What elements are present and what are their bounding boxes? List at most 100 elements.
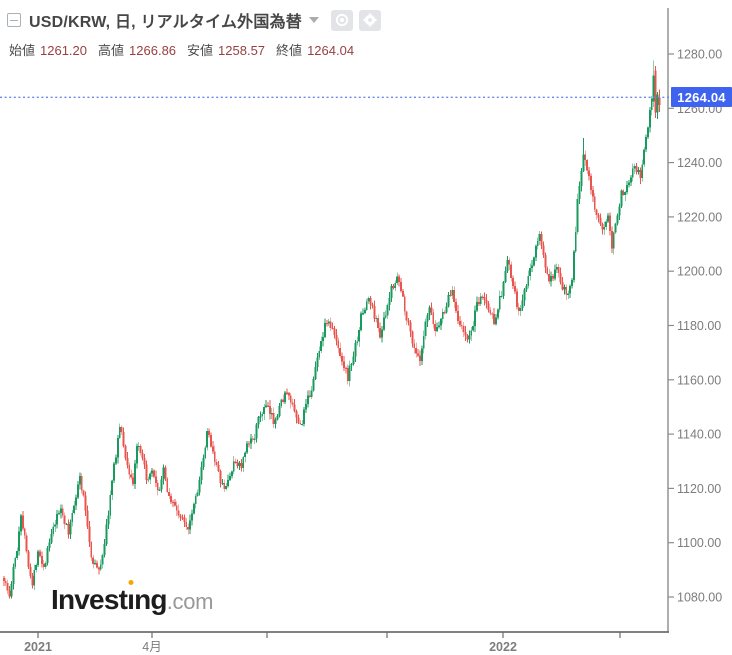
candle <box>80 472 83 494</box>
candle <box>362 308 364 316</box>
candle <box>525 284 528 293</box>
candle <box>618 203 621 221</box>
candle <box>458 315 461 327</box>
candle <box>578 181 581 204</box>
candle <box>189 514 191 535</box>
candle <box>84 491 87 517</box>
candle <box>329 317 332 331</box>
y-axis-label: 1120.00 <box>677 482 721 496</box>
candle <box>344 366 347 374</box>
candle <box>206 428 209 451</box>
candle <box>415 342 418 358</box>
candle <box>470 326 473 341</box>
investing-suffix-text: .com <box>166 589 214 614</box>
candle <box>365 299 368 311</box>
candle <box>449 289 452 297</box>
candle <box>168 488 171 500</box>
candle <box>635 162 638 175</box>
candle <box>223 479 226 493</box>
candle <box>514 281 516 294</box>
candle <box>39 549 41 558</box>
candle <box>78 472 81 490</box>
candle <box>352 351 355 366</box>
candle <box>455 298 457 313</box>
caret-down-icon[interactable] <box>308 17 319 23</box>
candle <box>369 295 372 310</box>
candle <box>322 332 324 347</box>
candle <box>363 307 366 314</box>
candle <box>259 411 262 423</box>
candle <box>633 163 636 174</box>
candle <box>234 458 237 465</box>
candle <box>331 322 334 330</box>
candle <box>612 231 615 255</box>
candle <box>122 427 125 448</box>
candle <box>137 441 140 451</box>
candle <box>280 398 283 409</box>
candle <box>73 501 76 515</box>
candle <box>301 420 304 426</box>
symbol-title[interactable]: USD/KRW, 日, リアルタイム外国為替 <box>29 14 302 31</box>
candle <box>390 284 393 303</box>
candle <box>388 292 391 311</box>
candle <box>641 159 644 182</box>
candle <box>31 572 34 589</box>
eye-icon <box>335 13 349 27</box>
candle <box>67 519 70 539</box>
candle <box>204 445 207 460</box>
candle <box>227 474 229 488</box>
candle <box>506 255 509 273</box>
candle <box>272 407 275 429</box>
minus-square-icon[interactable] <box>7 13 21 27</box>
candle <box>143 454 146 469</box>
candle <box>118 423 121 440</box>
candle <box>109 490 112 519</box>
y-axis-label: 1280.00 <box>677 48 722 62</box>
candle <box>156 480 159 496</box>
candle <box>238 460 241 470</box>
candle <box>306 390 309 408</box>
candle <box>447 291 450 308</box>
candle <box>40 551 43 568</box>
candle <box>527 270 530 289</box>
candle <box>496 308 499 320</box>
settings-button[interactable] <box>358 9 381 31</box>
candle <box>609 212 611 236</box>
candle <box>255 423 258 443</box>
candle <box>489 306 492 316</box>
candle <box>244 451 247 463</box>
candle <box>303 406 305 427</box>
candle <box>56 509 58 529</box>
candle <box>379 322 381 339</box>
candle <box>263 404 266 420</box>
candle <box>346 364 349 385</box>
candle <box>504 266 507 284</box>
candle <box>10 580 13 599</box>
candle <box>466 333 469 343</box>
candle <box>341 352 343 366</box>
candle <box>6 579 9 595</box>
visibility-button[interactable] <box>330 9 353 31</box>
candle <box>124 444 127 461</box>
x-axis-label: 2021 <box>24 640 52 654</box>
candle <box>166 477 169 494</box>
candle <box>658 89 661 113</box>
candle <box>58 510 60 515</box>
candle <box>436 322 438 333</box>
candle <box>333 326 336 339</box>
candle <box>287 392 290 400</box>
candle <box>44 561 47 570</box>
candle <box>432 308 435 329</box>
candle <box>422 330 425 354</box>
y-axis-label: 1240.00 <box>677 156 722 170</box>
candle <box>411 330 414 348</box>
x-axis-label: 2022 <box>489 640 517 654</box>
candle <box>202 454 205 470</box>
candle <box>457 305 459 325</box>
candle <box>327 318 330 327</box>
candle <box>453 286 456 308</box>
candle <box>181 514 184 520</box>
candle <box>164 465 167 482</box>
candle <box>12 563 15 590</box>
